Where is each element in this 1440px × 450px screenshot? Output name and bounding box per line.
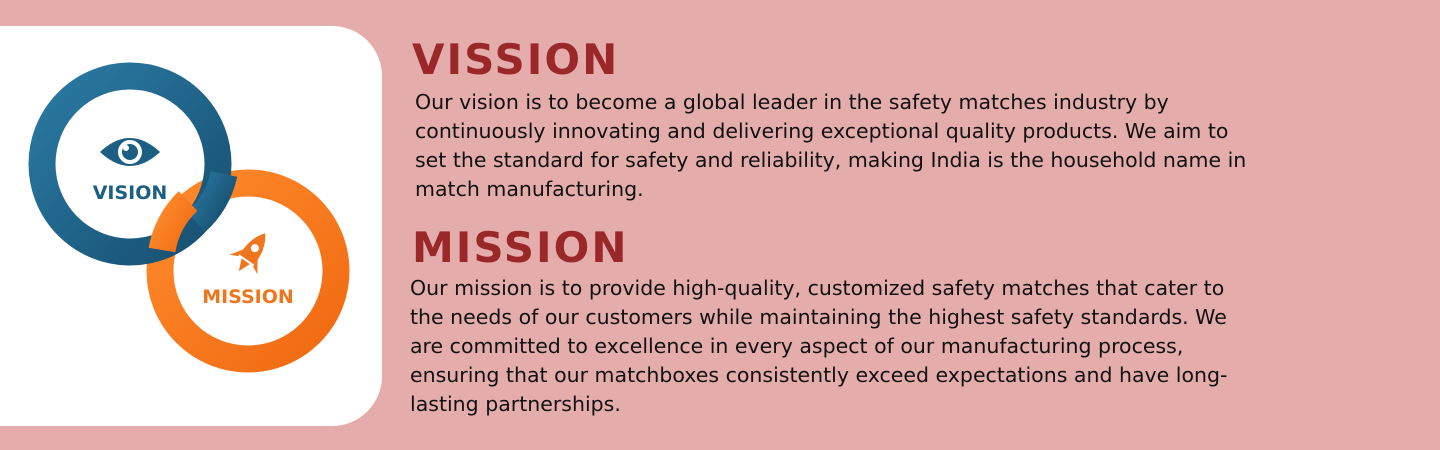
vision-mission-logo: VISION MISSION (28, 62, 350, 373)
mission-paragraph: Our mission is to provide high-quality, … (410, 276, 1228, 416)
content-panel: VISSION Our vision is to become a global… (410, 36, 1410, 419)
vision-ring (28, 62, 232, 266)
vision-paragraph: Our vision is to become a global leader … (415, 90, 1247, 201)
mission-ring (146, 169, 350, 373)
vision-mission-logo-card: VISION MISSION (0, 26, 382, 426)
vision-heading: VISSION (412, 35, 620, 84)
mission-label: MISSION (202, 286, 294, 308)
rocket-icon (229, 233, 266, 275)
vision-label: VISION (93, 182, 168, 204)
mission-heading: MISSION (412, 223, 629, 272)
eye-icon (100, 138, 160, 166)
